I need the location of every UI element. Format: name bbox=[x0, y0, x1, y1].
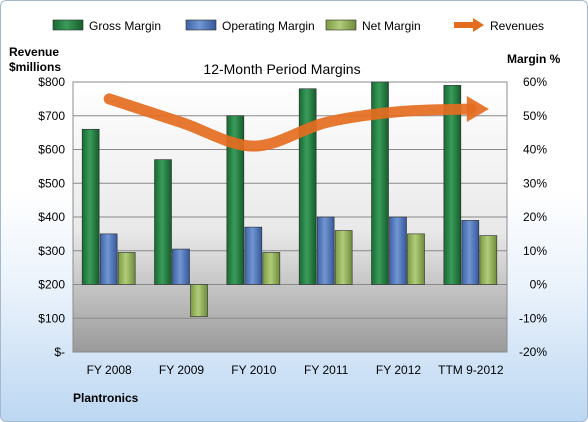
bar-net-margin bbox=[117, 252, 136, 285]
y-right-tick-label: -10% bbox=[519, 311, 547, 325]
y-right-tick-label: 20% bbox=[523, 210, 547, 224]
legend-label: Revenues bbox=[490, 19, 544, 33]
legend-swatch bbox=[325, 19, 357, 31]
bar-gross-margin bbox=[154, 159, 172, 285]
y-left-label-line2: $millions bbox=[9, 60, 61, 74]
bar-net-margin bbox=[190, 284, 208, 317]
legend-swatch bbox=[52, 19, 84, 31]
legend-label: Net Margin bbox=[362, 19, 421, 33]
bar-operating-margin bbox=[244, 226, 263, 285]
legend-swatch-arrow bbox=[473, 18, 484, 32]
y-right-label: Margin % bbox=[507, 52, 561, 66]
bar-operating-margin bbox=[316, 216, 335, 285]
bar-operating-margin bbox=[99, 233, 118, 285]
revenue-line-arrowhead bbox=[466, 96, 489, 122]
legend-label: Operating Margin bbox=[222, 19, 315, 33]
y-right-tick-label: 60% bbox=[523, 75, 547, 89]
y-right-tick-label: 0% bbox=[530, 278, 548, 292]
bar-operating-margin bbox=[389, 216, 407, 285]
y-right-tick-label: 10% bbox=[523, 244, 547, 258]
bar-net-margin bbox=[479, 235, 498, 285]
bar-gross-margin bbox=[81, 128, 100, 285]
y-left-tick-label: $- bbox=[54, 345, 65, 359]
y-right-tick-label: 40% bbox=[523, 143, 547, 157]
x-tick-label: FY 2010 bbox=[231, 363, 276, 377]
legend-swatch bbox=[185, 19, 217, 31]
y-left-tick-label: $800 bbox=[38, 75, 65, 89]
y-left-tick-label: $500 bbox=[38, 176, 65, 190]
y-left-tick-label: $100 bbox=[38, 311, 65, 325]
bar-gross-margin bbox=[443, 85, 462, 285]
bar-net-margin bbox=[262, 252, 281, 285]
revenue-line bbox=[103, 93, 477, 152]
y-left-tick-label: $700 bbox=[38, 109, 65, 123]
y-left-tick-label: $200 bbox=[38, 278, 65, 292]
x-tick-label: FY 2011 bbox=[304, 363, 349, 377]
bar-gross-margin bbox=[371, 81, 389, 285]
x-tick-label: FY 2008 bbox=[87, 363, 132, 377]
bar-gross-margin bbox=[298, 88, 317, 285]
x-tick-label: FY 2012 bbox=[376, 363, 421, 377]
bars bbox=[81, 81, 498, 317]
y-left-label-line1: Revenue bbox=[9, 45, 59, 59]
bar-gross-margin bbox=[226, 115, 245, 285]
gridlines bbox=[73, 81, 507, 353]
x-tick-label: TTM 9-2012 bbox=[438, 363, 504, 377]
y-right-tick-label: 30% bbox=[523, 176, 547, 190]
y-left-tick-label: $600 bbox=[38, 143, 65, 157]
y-right-tick-label: 50% bbox=[523, 109, 547, 123]
legend: Gross Margin Operating Margin Net Margin Re… bbox=[52, 18, 544, 33]
x-tick-label: FY 2009 bbox=[159, 363, 204, 377]
y-left-tick-label: $400 bbox=[38, 210, 65, 224]
bar-net-margin bbox=[334, 230, 353, 285]
company-label: Plantronics bbox=[73, 391, 139, 405]
tick-labels: $- $100 $200 $300 $400 $500 $600 $700 $800 -20% -1… bbox=[38, 75, 547, 377]
bar-operating-margin bbox=[172, 248, 190, 285]
y-left-tick-label: $300 bbox=[38, 244, 65, 258]
bar-operating-margin bbox=[461, 220, 480, 285]
chart-title: 12-Month Period Margins bbox=[203, 61, 360, 77]
revenue-line-layer bbox=[103, 93, 489, 152]
legend-label: Gross Margin bbox=[89, 19, 161, 33]
y-right-tick-label: -20% bbox=[519, 345, 547, 359]
bar-net-margin bbox=[407, 233, 425, 285]
